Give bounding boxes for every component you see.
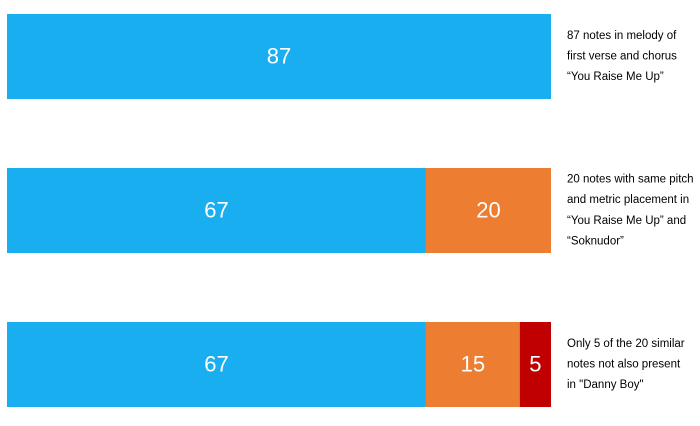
annotation: Only 5 of the 20 similar bbox=[567, 338, 685, 350]
annotation: “Soknudor” bbox=[567, 236, 624, 248]
value-label: 67 bbox=[204, 351, 228, 376]
value-label: 67 bbox=[204, 197, 228, 222]
value-label: 5 bbox=[529, 351, 541, 376]
value-label: 20 bbox=[476, 197, 500, 222]
bar-segment bbox=[7, 14, 551, 99]
value-label: 15 bbox=[461, 351, 485, 376]
annotation: notes not also present bbox=[567, 359, 681, 371]
annotation: 87 notes in melody of bbox=[567, 30, 677, 42]
bar-segment bbox=[425, 168, 551, 253]
value-label: 87 bbox=[267, 43, 291, 68]
annotation: “You Raise Me Up” bbox=[567, 71, 664, 83]
bar-segment bbox=[425, 322, 520, 407]
annotation: 20 notes with same pitch bbox=[567, 173, 694, 185]
annotation: in "Danny Boy" bbox=[567, 379, 644, 391]
bar-segment bbox=[7, 168, 426, 253]
annotation: and metric placement in bbox=[567, 194, 689, 206]
annotation: first verse and chorus bbox=[567, 51, 677, 63]
bar-segment bbox=[519, 322, 551, 407]
annotation: “You Raise Me Up” and bbox=[567, 215, 686, 227]
bar-segment bbox=[7, 322, 426, 407]
